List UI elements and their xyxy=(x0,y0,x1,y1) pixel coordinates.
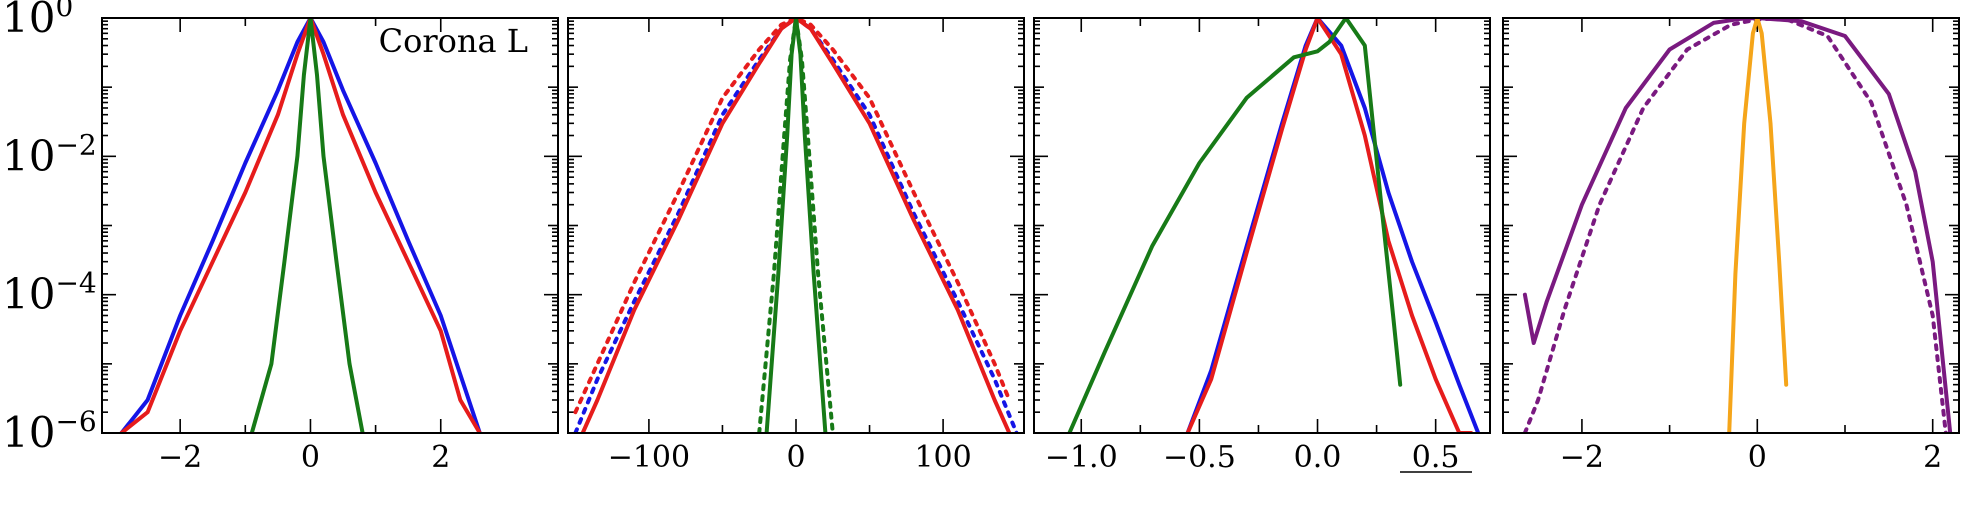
series-line-red xyxy=(580,18,1012,433)
x-tick-label: 2 xyxy=(431,440,450,475)
panels: −2 0 2 Corona L −100 0 100 −1.0 −0.5 0.0 0.5 −2 0 2 xyxy=(101,17,1960,475)
y-tick-label: 10−2 xyxy=(2,128,97,180)
x-tick-label: 2 xyxy=(1923,440,1942,475)
series-line-blue-dotted xyxy=(573,18,1019,433)
series-line-green xyxy=(1067,18,1403,433)
series-line-blue xyxy=(119,18,482,433)
x-tick-label: 0.5 xyxy=(1412,440,1460,475)
panel-4: −2 0 2 xyxy=(1502,17,1960,475)
panel-frame xyxy=(567,17,1025,434)
series-line-red xyxy=(1185,18,1474,433)
series-line-red-dotted xyxy=(573,18,1012,415)
panel-frame xyxy=(101,17,559,434)
x-tick-label: −100 xyxy=(608,440,690,475)
y-axis-labels: 100 10−2 10−4 10−6 xyxy=(2,0,97,457)
x-tick-label: 100 xyxy=(914,440,971,475)
series-line-green xyxy=(249,18,365,433)
x-tick-label: −0.5 xyxy=(1163,440,1236,475)
x-tick-label: 0 xyxy=(1748,440,1767,475)
series-line-red xyxy=(119,18,482,433)
x-tick-label: −1.0 xyxy=(1045,440,1118,475)
panel-frame xyxy=(1033,17,1491,434)
x-tick-label: −2 xyxy=(158,440,202,475)
panel-2: −100 0 100 xyxy=(567,17,1025,475)
panel-frame xyxy=(1502,17,1960,434)
panel-1: −2 0 2 Corona L xyxy=(101,17,559,475)
panel-3: −1.0 −0.5 0.0 0.5 xyxy=(1033,17,1491,475)
x-tick-label: −2 xyxy=(1560,440,1604,475)
series-line-green-dotted xyxy=(757,18,835,433)
x-tick-label: 0 xyxy=(301,440,320,475)
series-line-orange xyxy=(1727,18,1789,433)
y-tick-label: 100 xyxy=(2,0,73,42)
x-tick-label: 0.0 xyxy=(1294,440,1342,475)
y-tick-label: 10−4 xyxy=(2,267,97,319)
series-line-green xyxy=(764,18,828,433)
x-tick-label: 0 xyxy=(786,440,805,475)
panel-annotation: Corona L xyxy=(379,22,528,60)
series-line-purple-dotted xyxy=(1522,18,1948,433)
y-tick-label: 10−6 xyxy=(2,405,97,457)
